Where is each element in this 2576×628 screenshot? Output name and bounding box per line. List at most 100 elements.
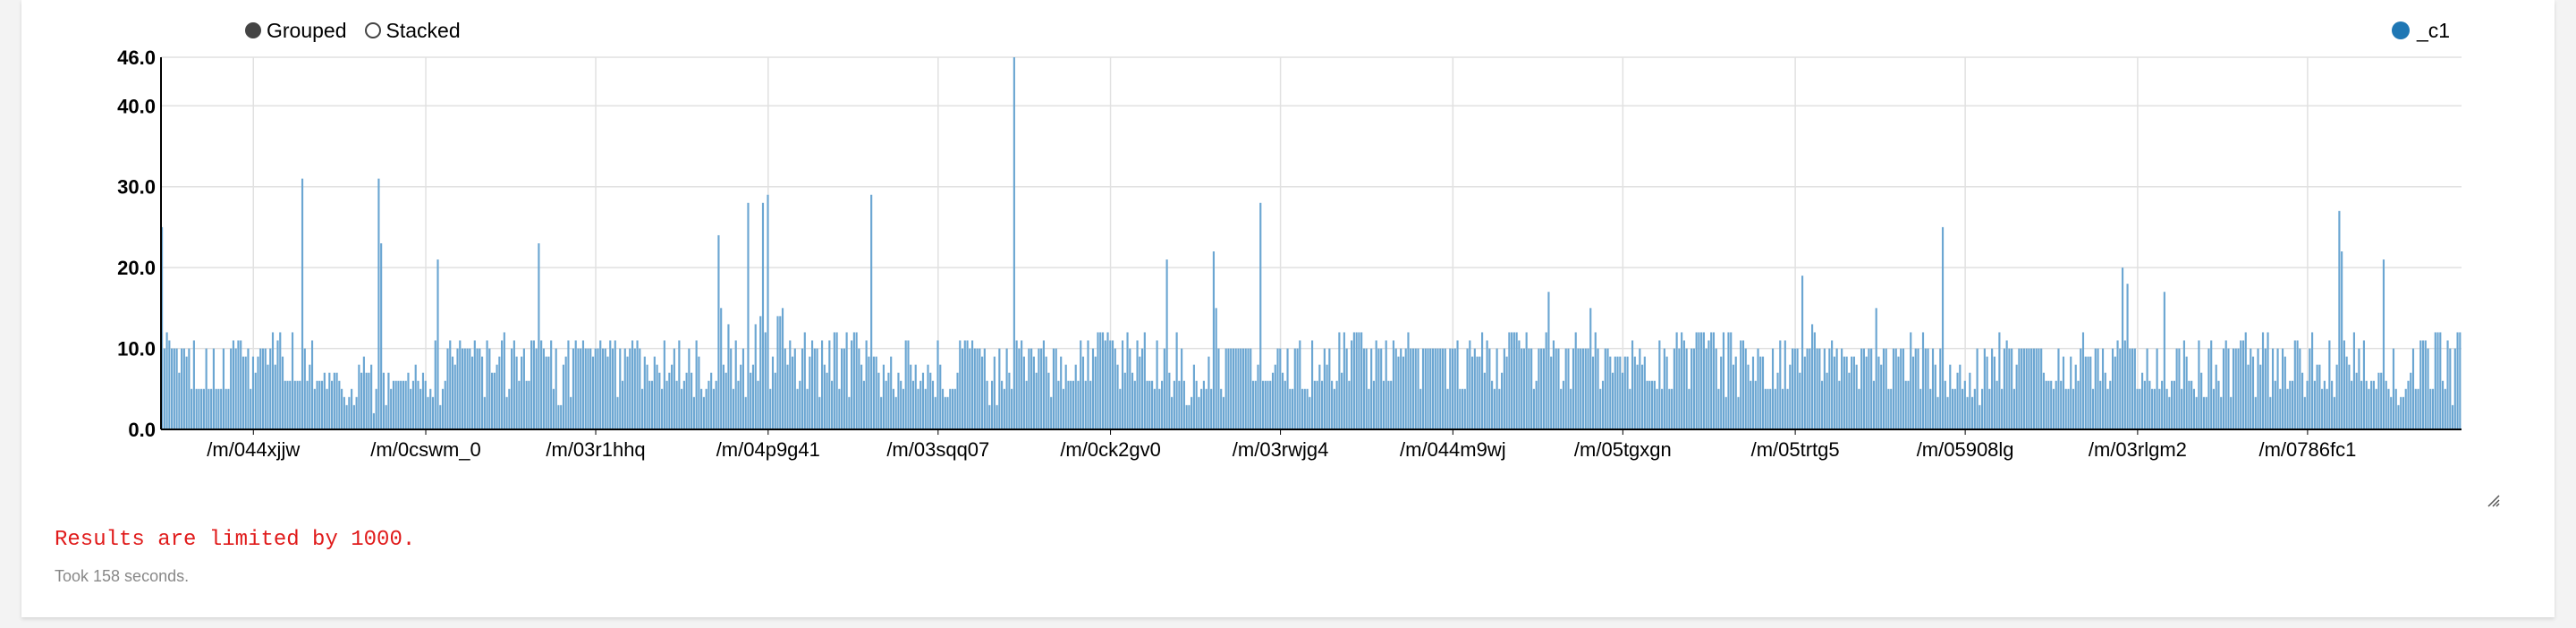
bar [914, 364, 917, 429]
bar [2358, 348, 2360, 429]
bar [2414, 388, 2417, 429]
bar [970, 340, 974, 429]
bar [931, 380, 935, 429]
x-tick-label: /m/0ck2gv0 [1060, 438, 1161, 461]
bar [1560, 388, 1563, 429]
bar [1734, 356, 1737, 429]
bar [545, 356, 547, 429]
bar [1119, 388, 1122, 429]
bar [959, 340, 962, 429]
bar [991, 380, 994, 429]
chart-legend[interactable]: _c1 [2392, 18, 2450, 43]
bar [2131, 348, 2134, 429]
bar [267, 364, 269, 429]
bar [946, 396, 949, 429]
bar [2175, 348, 2178, 429]
bar [326, 388, 328, 429]
bar [1838, 380, 1841, 429]
bar [1934, 364, 1936, 429]
bar [453, 364, 456, 429]
bar [831, 380, 834, 429]
bar [1936, 396, 1939, 429]
bar [316, 380, 318, 429]
bar [1813, 332, 1816, 429]
grouped-option[interactable]: Grouped [245, 19, 347, 43]
bar [1368, 388, 1370, 429]
bar [301, 178, 304, 430]
y-tick-label: 46.0 [117, 47, 156, 69]
bar [1202, 380, 1205, 429]
bar [341, 388, 343, 429]
bar [205, 348, 208, 429]
bar [2025, 348, 2028, 429]
bar [1240, 348, 1242, 429]
bar [646, 364, 648, 429]
bar [1488, 348, 1491, 429]
bar [1072, 380, 1075, 429]
bar [2136, 388, 2139, 429]
bar [1698, 332, 1700, 429]
result-panel: Grouped Stacked _c1 0.0 10.0 20.0 30.0 40.0 4… [21, 0, 2555, 617]
bar [296, 380, 299, 429]
bar [508, 388, 511, 429]
bar [983, 348, 986, 429]
bar [2148, 380, 2151, 429]
bar [2306, 380, 2309, 429]
resize-handle-icon[interactable] [2487, 494, 2501, 508]
bar [2328, 340, 2331, 429]
bar [1133, 380, 1136, 429]
bar [429, 388, 432, 429]
bar [911, 380, 915, 429]
bar [191, 388, 193, 429]
bar [212, 348, 215, 429]
x-tick-label: /m/03sqq07 [886, 438, 989, 461]
bar [717, 234, 720, 429]
bar [2431, 388, 2435, 429]
bar [1741, 340, 1745, 429]
stacked-option[interactable]: Stacked [364, 19, 461, 43]
bar [1518, 340, 1521, 429]
bar [279, 332, 282, 429]
bar [2345, 356, 2348, 429]
bar [587, 348, 589, 429]
bar [1146, 380, 1148, 429]
bar [838, 388, 841, 429]
bar [1052, 348, 1055, 429]
bar [2087, 356, 2089, 429]
bar [769, 388, 772, 429]
bar [1872, 380, 1876, 429]
bar [2153, 388, 2156, 429]
bar [511, 348, 513, 429]
bar [2419, 340, 2422, 429]
bar [1572, 348, 1575, 429]
bar [2129, 348, 2131, 429]
bar [1215, 308, 1217, 429]
bar [2323, 380, 2326, 429]
bar [2094, 348, 2097, 429]
bar [368, 372, 370, 429]
bar [767, 194, 769, 429]
bar [387, 372, 390, 429]
bar [1040, 348, 1043, 429]
bar [2274, 380, 2276, 429]
bar [784, 348, 786, 429]
bar [1192, 364, 1195, 429]
bar [671, 364, 674, 429]
bar [1311, 340, 1314, 429]
bar [1306, 388, 1309, 429]
bar [806, 388, 809, 429]
bar [380, 243, 383, 429]
bar [1705, 348, 1707, 429]
bar-chart: 0.0 10.0 20.0 30.0 40.0 46.0/m/044xjjw/m/0csw… [117, 47, 2462, 461]
bar [1845, 356, 1848, 429]
bar [560, 404, 563, 429]
bar [927, 364, 929, 429]
bar [400, 380, 402, 429]
bar [636, 340, 639, 429]
bar [2106, 388, 2109, 429]
bar [1983, 348, 1986, 429]
bar [816, 348, 818, 429]
bar [2271, 348, 2275, 429]
bar [2439, 332, 2442, 429]
bar [1131, 372, 1134, 429]
